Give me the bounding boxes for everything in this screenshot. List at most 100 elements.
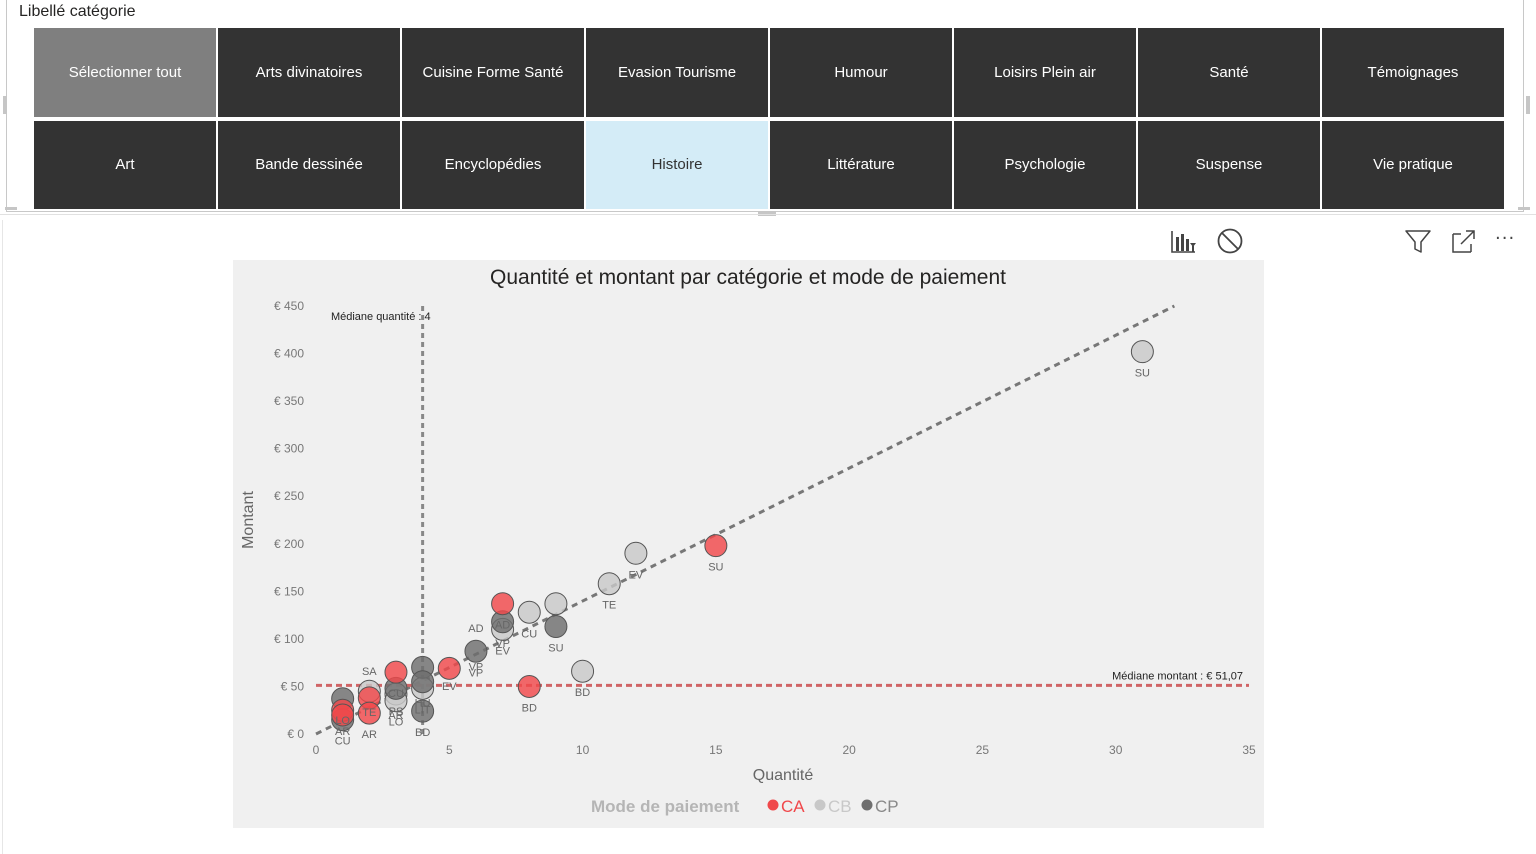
resize-handle-right[interactable] [1526,96,1530,114]
legend-entry: CB [828,797,852,816]
data-label: LO [389,717,404,729]
data-label: VP [495,638,510,650]
slicer-item[interactable]: Suspense [1138,120,1320,209]
data-label: EV [442,681,457,693]
data-label: CU [388,688,404,700]
data-point [384,660,408,684]
more-options-icon[interactable]: ··· [1495,228,1516,249]
slicer-item[interactable]: Evasion Tourisme [586,28,768,117]
x-tick-label: 5 [446,743,453,757]
data-label: CU [335,736,351,748]
data-point [704,534,728,558]
data-label: TE [362,707,376,719]
filter-icon[interactable] [1403,226,1433,256]
data-label: AR [335,726,350,738]
slicer-item[interactable]: Cuisine Forme Santé [402,28,584,117]
resize-handle-corner-left[interactable] [5,207,17,210]
data-label: CU [521,628,537,640]
data-label: SA [362,666,377,678]
data-label: SU [548,643,563,655]
data-label: BD [415,727,430,739]
data-point [357,701,381,725]
data-label: BD [522,702,537,714]
data-label: EV [629,569,644,581]
legend-entry: CP [875,797,899,816]
data-point [517,600,541,624]
data-point [624,541,648,565]
drill-chart-icon[interactable] [1169,226,1199,256]
scatter-chart: Quantité et montant par catégorie et mod… [240,266,1256,816]
median-amount-label: Médiane montant : € 51,07 [1112,670,1243,682]
data-label: EV [495,645,510,657]
data-label: VP [469,661,484,673]
x-tick-label: 25 [976,743,990,757]
data-point [597,572,621,596]
data-label: LO [335,715,350,727]
data-point [411,699,435,723]
data-point [437,656,461,680]
x-tick-label: 15 [709,743,723,757]
y-tick-label: € 0 [287,727,304,741]
slicer-item[interactable]: Psychologie [954,120,1136,209]
y-tick-label: € 50 [281,679,305,693]
data-label: HU [415,698,431,710]
y-tick-label: € 400 [274,347,304,361]
divider [0,214,1536,215]
slicer-item[interactable]: Santé [1138,28,1320,117]
data-label: AR [362,729,377,741]
legend-marker [861,799,873,811]
slicer-title: Libellé catégorie [19,3,136,20]
y-tick-label: € 450 [274,299,304,313]
resize-handle-left[interactable] [3,96,7,114]
slicer-item[interactable]: Histoire [586,120,768,209]
data-point [1130,340,1154,364]
data-label: TE [602,600,616,612]
median-quantity-label: Médiane quantité : 4 [331,311,431,323]
data-label: SU [1135,368,1150,380]
data-label: AR [388,710,403,722]
slicer-item[interactable]: Humour [770,28,952,117]
x-tick-label: 35 [1242,743,1256,757]
data-point [491,592,515,616]
slicer-item[interactable]: Bande dessinée [218,120,400,209]
slicer-item[interactable]: Vie pratique [1322,120,1504,209]
legend-marker [814,799,826,811]
x-axis-label: Quantité [753,767,814,784]
slicer-item[interactable]: Encyclopédies [402,120,584,209]
y-tick-label: € 350 [274,394,304,408]
x-tick-label: 30 [1109,743,1123,757]
x-tick-label: 20 [842,743,856,757]
slicer-item[interactable]: Loisirs Plein air [954,28,1136,117]
y-axis-label: Montant [240,491,257,549]
resize-handle-bottom[interactable] [758,211,776,216]
legend-entry: CA [781,797,805,816]
data-label: SU [708,562,723,574]
y-tick-label: € 150 [274,584,304,598]
slicer-item[interactable]: Arts divinatoires [218,28,400,117]
data-label: PS [389,706,404,718]
slicer-item[interactable]: Littérature [770,120,952,209]
no-filter-icon[interactable] [1215,226,1245,256]
slicer-item[interactable]: Témoignages [1322,28,1504,117]
slicer-item[interactable]: Sélectionner tout [34,28,216,117]
visual-edge [2,220,3,854]
x-tick-label: 0 [313,743,320,757]
focus-mode-icon[interactable] [1449,226,1479,256]
category-slicer: Sélectionner tout Arts divinatoires Cuisin… [34,28,1504,209]
data-label: VP [469,667,484,679]
y-tick-label: € 200 [274,537,304,551]
legend-marker [767,799,779,811]
resize-handle-corner-right[interactable] [1518,207,1530,210]
data-point [517,674,541,698]
data-point [571,659,595,683]
x-tick-label: 10 [576,743,590,757]
slicer-item[interactable]: Art [34,120,216,209]
data-label: LIT [415,704,431,716]
data-point [464,639,488,663]
y-tick-label: € 300 [274,442,304,456]
data-point [544,592,568,616]
chart-background [233,260,1264,828]
data-point [411,670,435,694]
data-label: AD [468,623,483,635]
y-tick-label: € 250 [274,489,304,503]
